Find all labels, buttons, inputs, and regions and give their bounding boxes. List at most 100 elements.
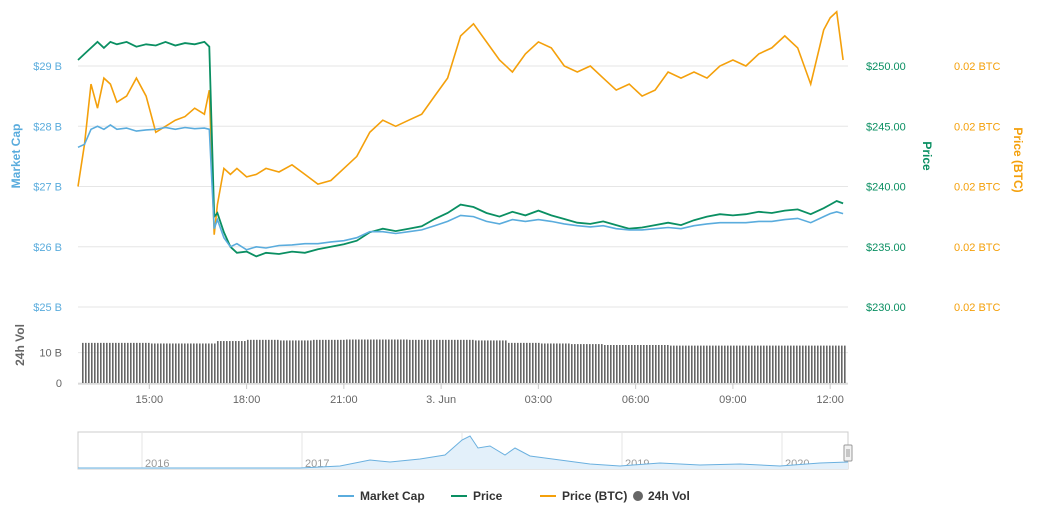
volume-bar [451,339,453,383]
volume-bar [388,339,390,383]
volume-bar [832,345,834,383]
volume-bar [295,340,297,383]
volume-bar [481,340,483,383]
volume-bar [721,345,723,383]
legend-symbol [633,491,643,501]
volume-bar [88,342,90,383]
volume-bar [238,341,240,383]
legend-item[interactable]: Price [451,489,503,503]
volume-bar [778,345,780,383]
volume-bar [475,340,477,383]
volume-bar [661,345,663,383]
legend-item[interactable]: 24h Vol [633,489,690,503]
volume-bar [100,342,102,383]
volume-bar [844,345,846,383]
market-cap-tick: $25 B [33,302,62,314]
volume-bar [607,345,609,383]
volume-bar [532,342,534,383]
volume-bar [823,345,825,383]
volume-bar [835,345,837,383]
legend-label: Price (BTC) [562,489,627,503]
volume-bar [280,340,282,383]
volume-bar [175,343,177,383]
volume-bar [304,340,306,383]
volume-bar [547,343,549,383]
volume-bar [82,342,84,383]
x-tick-label: 15:00 [136,394,164,406]
volume-bar [643,345,645,383]
volume-bar [232,341,234,383]
volume-bar [463,339,465,383]
volume-bar [445,339,447,383]
market-cap-axis-title: Market Cap [9,124,23,189]
volume-bar [343,339,345,383]
volume-bar [634,345,636,383]
volume-bar [493,340,495,383]
volume-bar [802,345,804,383]
price-btc-tick: 0.02 BTC [954,61,1001,73]
volume-bar [340,339,342,383]
volume-bar [730,345,732,383]
price-tick: $250.00 [866,61,906,73]
volume-bar [349,339,351,383]
navigator[interactable]: 20162017201820192020 [77,431,853,470]
volume-bar [502,340,504,383]
volume-bar [397,339,399,383]
volume-bar [457,339,459,383]
volume-bar [352,339,354,383]
legend-item[interactable]: Price (BTC) [540,489,627,503]
volume-bar [577,344,579,383]
navigator-year-label: 2016 [145,458,169,470]
volume-bar [775,345,777,383]
volume-bar [427,339,429,383]
volume-bar [763,345,765,383]
volume-bar [490,340,492,383]
volume-bar [790,345,792,383]
volume-bar [787,345,789,383]
volume-bar [319,339,321,383]
volume-bar [202,343,204,383]
x-tick-label: 03:00 [525,394,553,406]
navigator-handle[interactable] [843,444,853,462]
legend-item[interactable]: Market Cap [338,489,425,503]
volume-bar [571,344,573,383]
volume-bar [781,345,783,383]
volume-bar [610,345,612,383]
volume-bar [694,345,696,383]
volume-bar [670,345,672,383]
volume-bar [568,343,570,383]
volume-bar [469,339,471,383]
volume-bar [364,339,366,383]
volume-bar [439,339,441,383]
volume-bar [508,342,510,383]
volume-bar [184,343,186,383]
volume-bar [598,344,600,383]
volume-bar [637,345,639,383]
volume-bar [355,339,357,383]
volume-bar [376,339,378,383]
price-btc-tick: 0.02 BTC [954,182,1001,194]
volume-bar [289,340,291,383]
volume-bar [682,345,684,383]
volume-bar [325,339,327,383]
volume-bar [268,339,270,383]
volume-bar [505,340,507,383]
volume-bar [298,340,300,383]
volume-bar [718,345,720,383]
volume-bar [487,340,489,383]
volume-bar [748,345,750,383]
volume-bar [838,345,840,383]
volume-bar [685,345,687,383]
volume-bar [160,343,162,383]
volume-bar [394,339,396,383]
volume-bar [574,344,576,383]
market-cap-line [77,124,844,251]
volume-bar [589,344,591,383]
volume-bar [253,339,255,383]
volume-bar [220,341,222,383]
volume-bar [403,339,405,383]
volume-bar [259,339,261,383]
volume-bar [274,339,276,383]
volume-bar [799,345,801,383]
volume-bar [310,340,312,383]
